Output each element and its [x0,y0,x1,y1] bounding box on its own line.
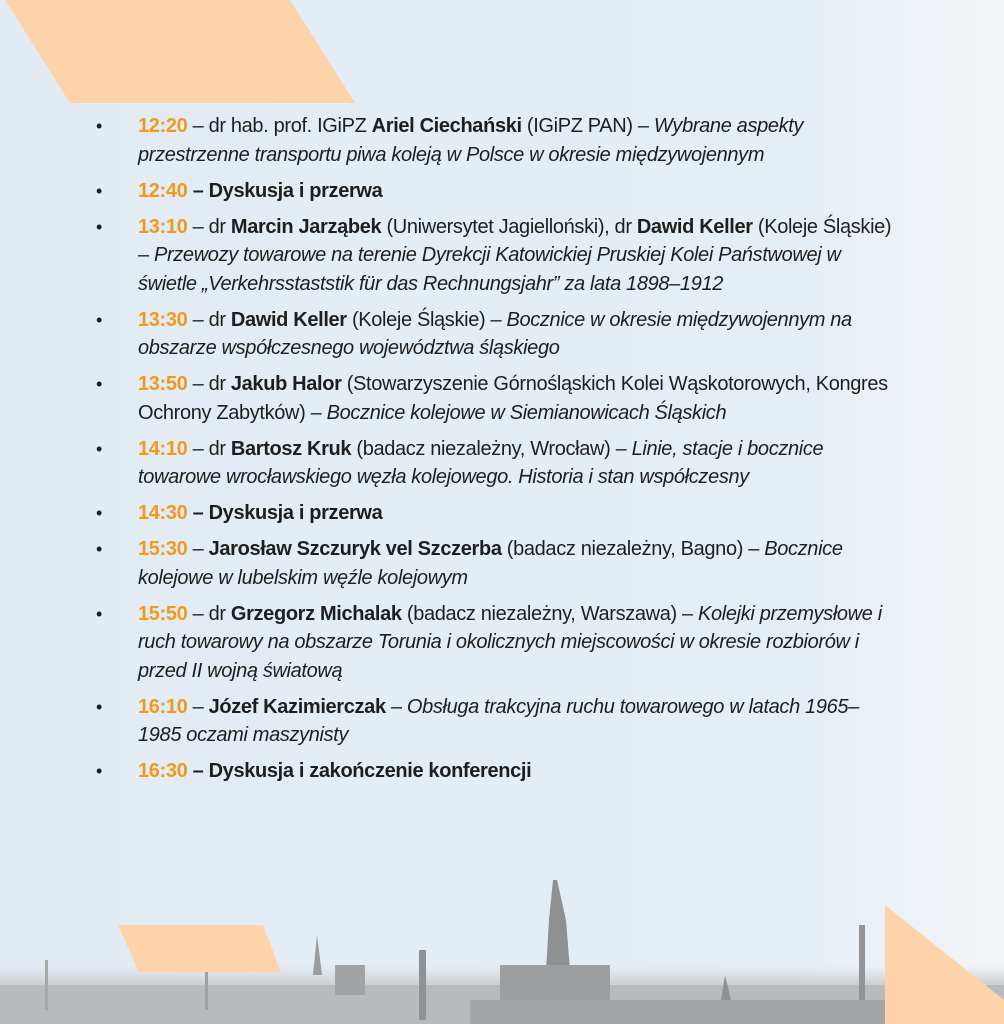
bullet-icon: • [96,539,102,559]
speaker-or-session-name: – Dyskusja i przerwa [187,502,383,524]
agenda-time: 16:30 [138,760,188,782]
speaker-or-session-name: Józef Kazimierczak [208,695,386,718]
conference-agenda: • 12:20 – dr hab. prof. IGiPZ Ariel Ciech… [96,112,896,793]
talk-title: Bocznice kolejowe w lubelskim węźle kole… [138,538,843,589]
agenda-text: – dr [187,215,231,238]
agenda-item: • 13:50 – dr Jakub Halor (Stowarzyszenie … [96,370,896,427]
agenda-item: • 13:10 – dr Marcin Jarząbek (Uniwersytet… [96,213,896,299]
bullet-icon: • [96,603,102,624]
agenda-time: 12:20 [138,115,188,137]
bullet-icon: • [96,116,102,136]
orange-parallelogram-top [5,0,355,103]
talk-title: Obsługa trakcyjna ruchu towarowego w lat… [138,695,859,747]
agenda-text: – [187,538,209,560]
agenda-text: (Stowarzyszenie Górnośląskich Kolei Wąsk… [138,373,888,424]
speaker-or-session-name: – Dyskusja i przerwa [187,179,383,202]
agenda-text: – dr [187,373,231,395]
agenda-item: • 16:10 – Józef Kazimierczak – Obsługa tr… [96,693,896,750]
talk-title: Wybrane aspekty przestrzenne transportu … [138,115,804,166]
agenda-item: • 15:50 – dr Grzegorz Michalak (badacz ni… [96,600,896,686]
agenda-time: 14:30 [138,502,188,524]
orange-triangle-bottom-right [885,905,1004,1024]
speaker-or-session-name: Jarosław Szczuryk vel Szczerba [208,538,502,560]
speaker-or-session-name: Dawid Keller [230,308,347,331]
agenda-time: 13:50 [138,373,188,395]
talk-title: Przewozy towarowe na terenie Dyrekcji Ka… [138,244,841,295]
agenda-text: – dr [187,308,231,331]
speaker-or-session-name: Ariel Ciechański [371,115,522,137]
agenda-item: • 14:30 – Dyskusja i przerwa [96,499,896,528]
talk-title: Linie, stacje i bocznice towarowe wrocła… [138,437,824,489]
agenda-text: – [187,695,209,718]
speaker-or-session-name: Grzegorz Michalak [230,602,402,625]
agenda-time: 15:50 [138,602,188,625]
agenda-text: (badacz niezależny, Warszawa) – [401,602,699,625]
agenda-text: (badacz niezależny, Bagno) – [501,538,765,560]
talk-title: Bocznice w okresie międzywojennym na obs… [138,308,852,360]
bullet-icon: • [96,761,102,781]
bullet-icon: • [96,696,102,717]
speaker-or-session-name: – Dyskusja i zakończenie konferencji [187,760,532,782]
agenda-time: 15:30 [138,538,188,560]
agenda-item: • 15:30 – Jarosław Szczuryk vel Szczerba … [96,535,896,592]
speaker-or-session-name: Dawid Keller [636,215,753,238]
talk-title: Kolejki przemysłowe i ruch towarowy na o… [138,602,882,682]
city-skyline-photo [0,880,1004,1024]
agenda-time: 16:10 [138,695,188,718]
speaker-or-session-name: Bartosz Kruk [230,437,352,460]
agenda-time: 13:10 [138,215,188,238]
speaker-or-session-name: Jakub Halor [230,373,342,395]
bullet-icon: • [96,438,102,459]
agenda-time: 12:40 [138,179,188,202]
agenda-text: (Koleje Śląskie) – [138,215,892,267]
speaker-or-session-name: Marcin Jarząbek [230,215,382,238]
agenda-text: (IGiPZ PAN) – [521,115,654,137]
bullet-icon: • [96,309,102,330]
agenda-text: – [385,695,407,718]
agenda-item: • 14:10 – dr Bartosz Kruk (badacz niezale… [96,435,896,492]
agenda-item: • 12:20 – dr hab. prof. IGiPZ Ariel Ciech… [96,112,896,169]
bullet-icon: • [96,180,102,201]
agenda-item: • 12:40 – Dyskusja i przerwa [96,177,896,206]
orange-parallelogram-bottom [118,925,281,972]
agenda-time: 14:10 [138,437,188,460]
agenda-text: – dr [187,602,231,625]
agenda-time: 13:30 [138,308,188,331]
agenda-text: – dr hab. prof. IGiPZ [187,115,372,137]
agenda-text: (Uniwersytet Jagielloński), dr [381,215,637,238]
agenda-text: (Koleje Śląskie) – [346,308,507,331]
agenda-item: • 13:30 – dr Dawid Keller (Koleje Śląskie… [96,306,896,363]
talk-title: Bocznice kolejowe w Siemianowicach Śląsk… [326,401,727,424]
agenda-text: (badacz niezależny, Wrocław) – [351,437,632,460]
bullet-icon: • [96,216,102,237]
bullet-icon: • [96,374,102,394]
agenda-text: – dr [187,437,231,460]
agenda-item: • 16:30 – Dyskusja i zakończenie konferen… [96,757,896,786]
bullet-icon: • [96,503,102,523]
